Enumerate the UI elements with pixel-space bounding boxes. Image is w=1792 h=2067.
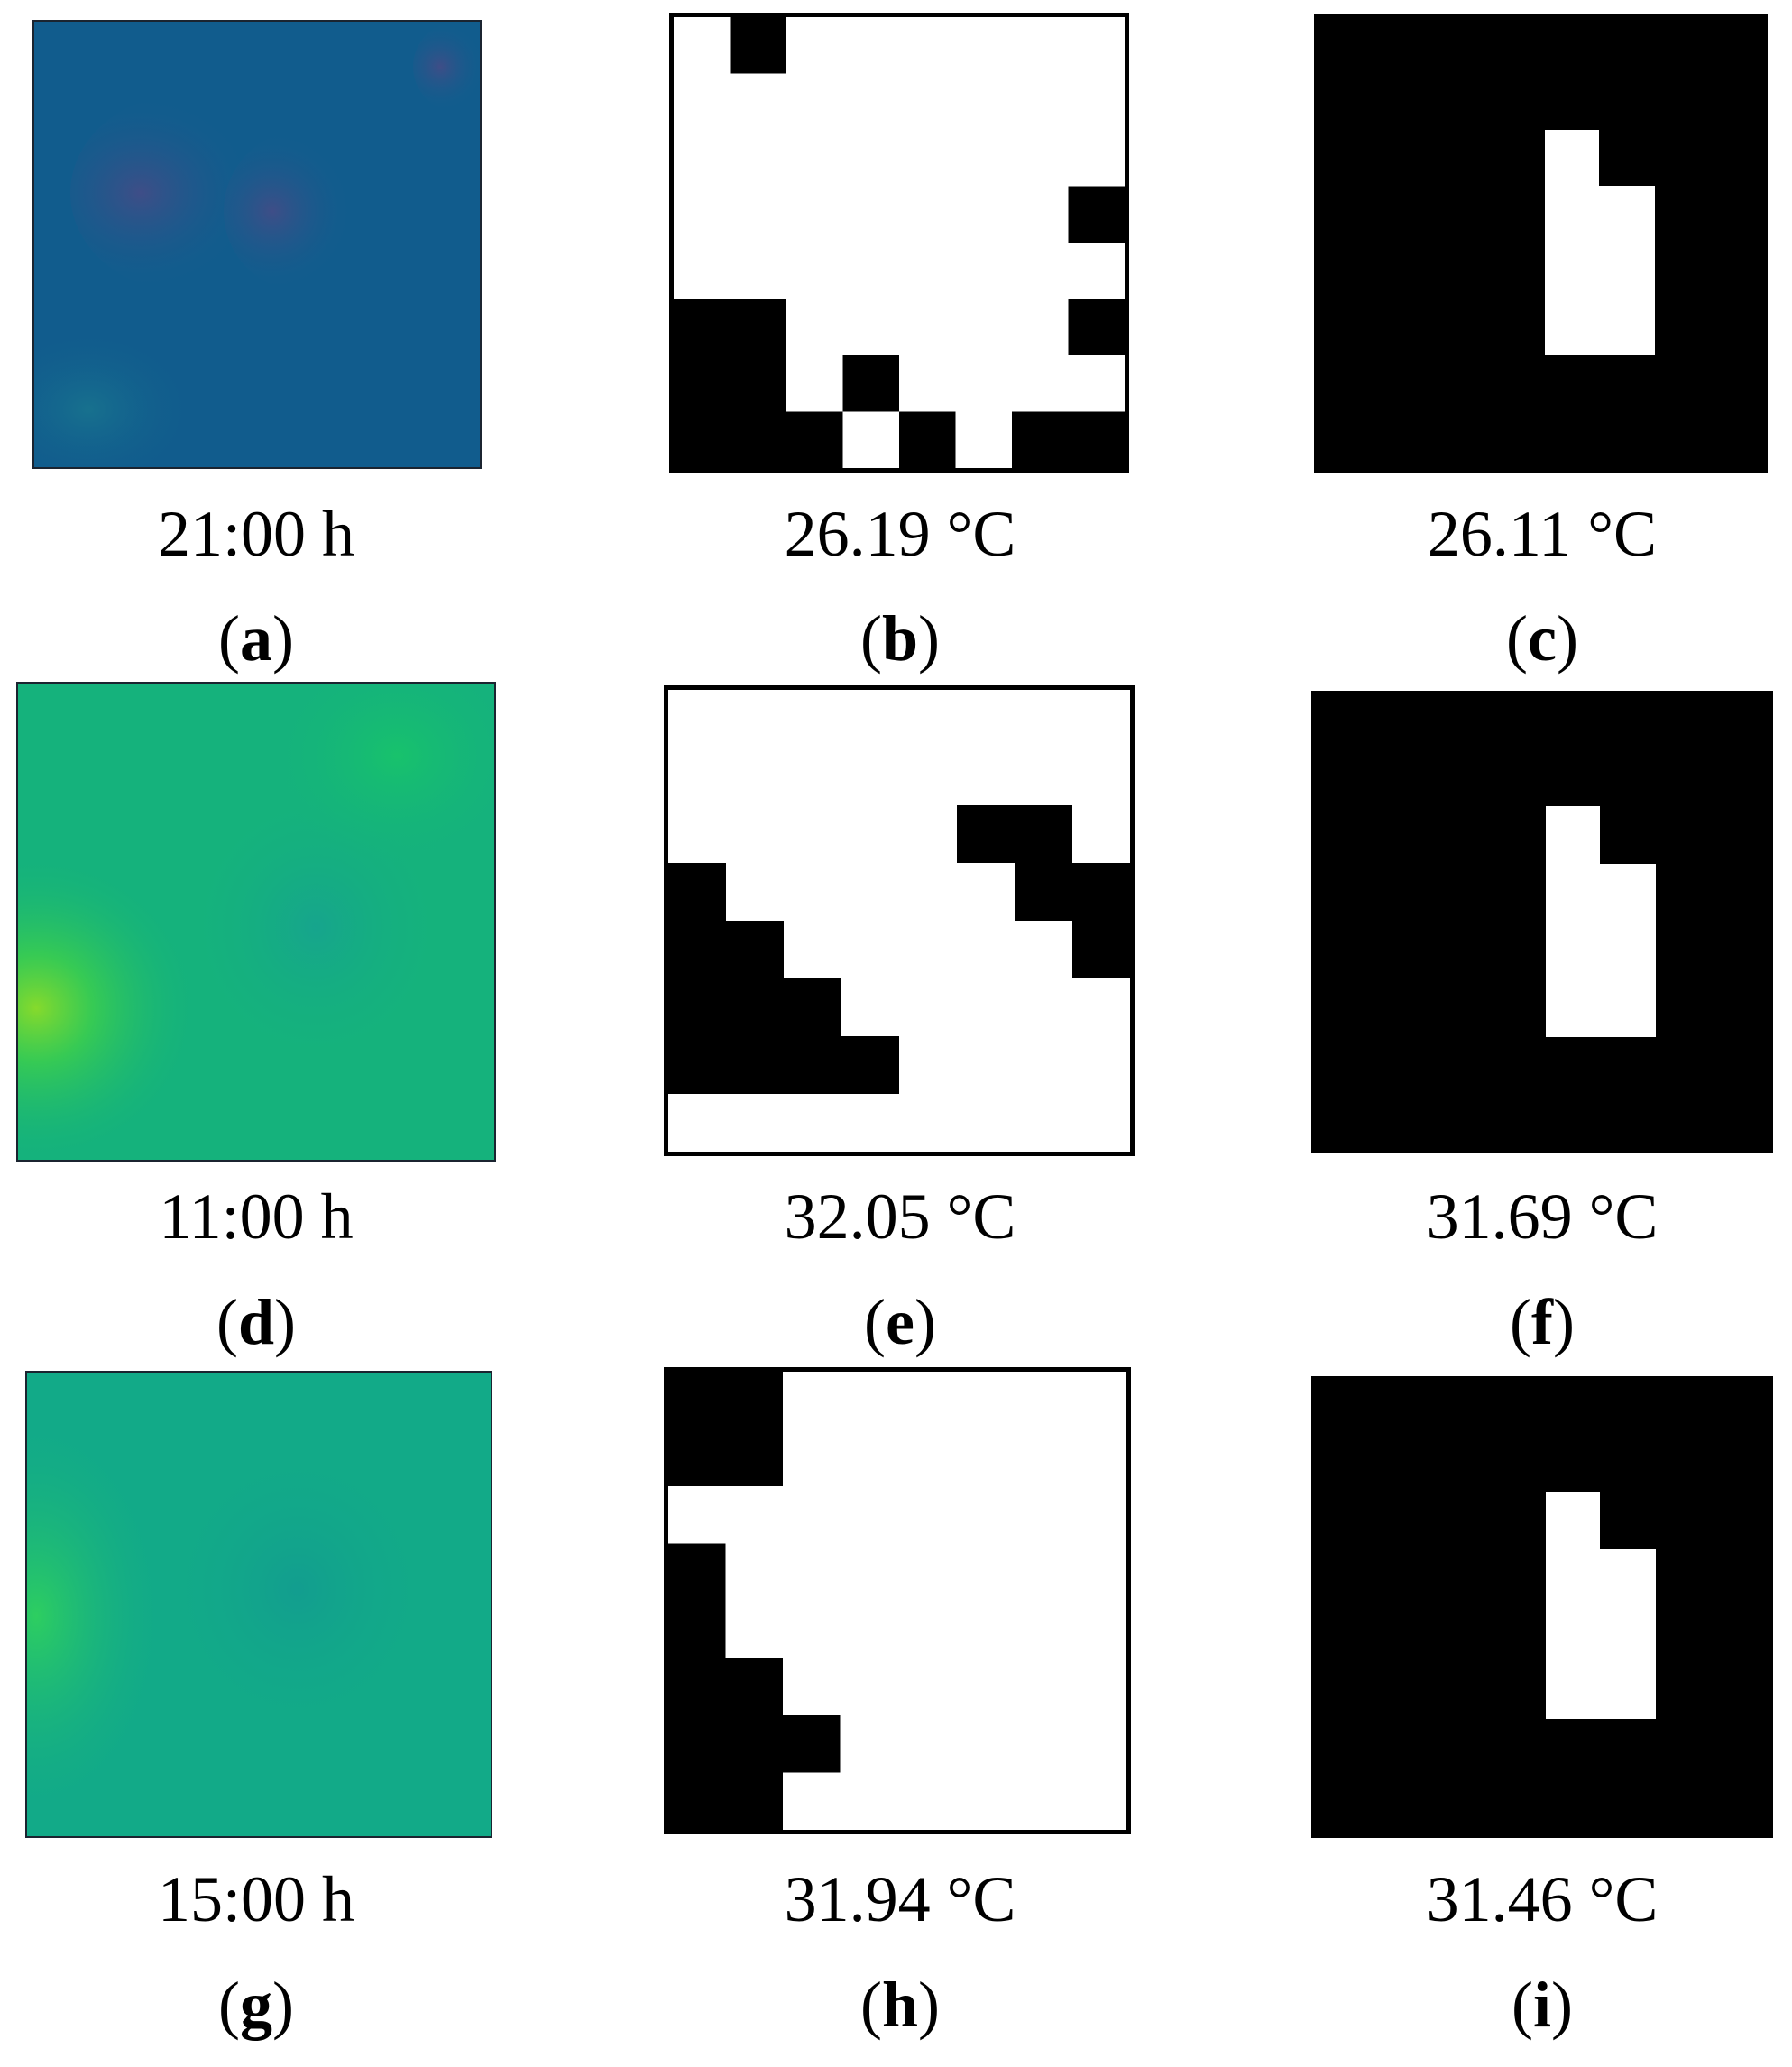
caption-a: 21:00 h <box>157 498 354 570</box>
thermal-heatmap-g <box>0 1373 491 1836</box>
sublabel-e: (e) <box>864 1286 936 1358</box>
caption-f: 31.69 °C <box>1426 1180 1659 1253</box>
mask-image-h <box>664 1367 1131 1834</box>
thermal-image-g <box>0 1371 492 1838</box>
mask-image-b <box>669 13 1129 473</box>
mask-image-c <box>1314 14 1768 473</box>
caption-d: 11:00 h <box>159 1180 354 1253</box>
caption-h: 31.94 °C <box>784 1863 1016 1935</box>
thermal-heatmap-a <box>0 22 503 491</box>
sublabel-b: (b) <box>859 602 940 675</box>
caption-e: 32.05 °C <box>784 1180 1016 1253</box>
mask-image-f <box>1311 691 1773 1153</box>
mask-shape-c <box>1545 130 1655 355</box>
caption-c: 26.11 °C <box>1427 498 1658 570</box>
mask-shape-f <box>1546 806 1656 1037</box>
thermal-heatmap-d <box>0 648 523 1162</box>
sublabel-a: (a) <box>218 602 294 675</box>
caption-b: 26.19 °C <box>784 498 1016 570</box>
thermal-image-a <box>0 20 503 491</box>
caption-i: 31.46 °C <box>1426 1863 1659 1935</box>
caption-g: 15:00 h <box>157 1863 354 1935</box>
mask-image-i <box>1311 1376 1773 1838</box>
mask-grid-b <box>674 17 1125 468</box>
sublabel-f: (f) <box>1510 1286 1575 1358</box>
sublabel-g: (g) <box>218 1969 294 2041</box>
mask-grid-h <box>668 1372 841 1830</box>
sublabel-i: (i) <box>1512 1969 1573 2041</box>
mask-image-e <box>664 685 1135 1156</box>
mask-grid-e <box>668 805 1130 1094</box>
mask-shape-i <box>1546 1492 1656 1719</box>
sublabel-h: (h) <box>859 1969 940 2041</box>
thermal-image-d <box>0 648 523 1162</box>
sublabel-c: (c) <box>1506 602 1578 675</box>
sublabel-d: (d) <box>216 1286 296 1358</box>
